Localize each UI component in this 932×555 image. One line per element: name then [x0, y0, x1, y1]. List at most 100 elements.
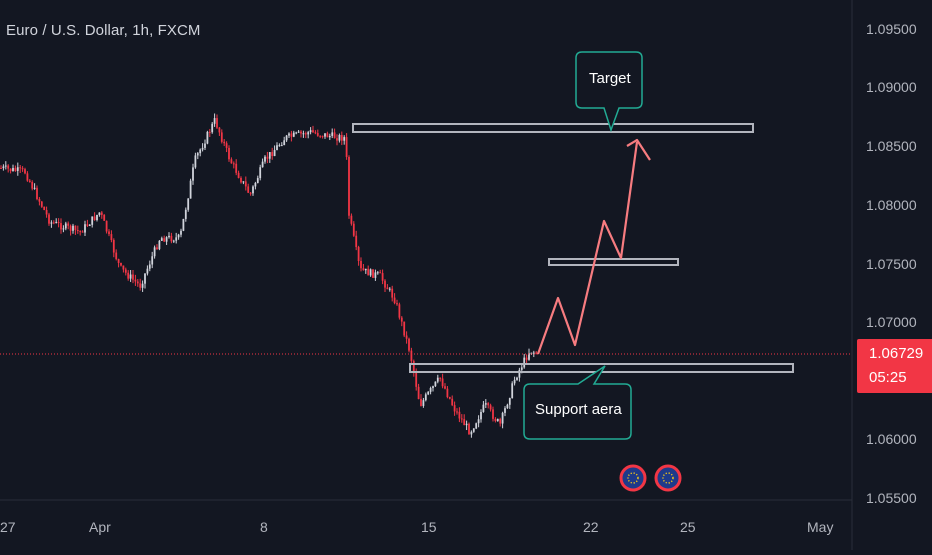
candle-body [57, 221, 60, 224]
candle-body [67, 223, 70, 226]
candle-body [427, 391, 430, 395]
candle-body [273, 150, 276, 157]
support-callout[interactable] [523, 365, 632, 440]
candle-body [254, 182, 257, 187]
candle-body [19, 167, 22, 169]
candle-body [468, 423, 470, 435]
time-tick: 22 [583, 519, 599, 535]
candle-body [43, 206, 46, 211]
eu-flag-icon[interactable] [654, 464, 682, 492]
candle-body [196, 153, 199, 156]
candle-body [168, 235, 170, 238]
candle-body [33, 187, 36, 189]
candle-body [348, 156, 350, 216]
candle-body [180, 230, 182, 235]
candle-body [223, 141, 226, 144]
candle-body [98, 212, 101, 215]
candle-body [192, 167, 194, 181]
candle-body [55, 221, 58, 223]
resistance-zone-box[interactable] [548, 258, 679, 266]
candle-body [64, 223, 67, 229]
price-axis[interactable]: 1.09500 1.09000 1.08500 1.08000 1.07500 … [866, 21, 917, 506]
candle-body [376, 272, 379, 274]
candle-body [460, 418, 463, 420]
candle-body [165, 237, 168, 242]
candle-body [79, 230, 82, 232]
candle-body [110, 234, 113, 240]
candle-body [410, 350, 413, 362]
candle-body [182, 218, 185, 231]
price-tick: 1.07000 [866, 314, 917, 330]
target-zone-box[interactable] [352, 123, 754, 133]
candle-body [302, 133, 305, 135]
forecast-path[interactable] [536, 141, 639, 355]
candle-body [448, 397, 451, 399]
candle-body [480, 411, 482, 420]
target-label: Target [589, 70, 631, 87]
candle-body [45, 210, 48, 215]
candle-body [268, 152, 271, 159]
candle-body [432, 386, 434, 389]
candle-body [184, 209, 187, 219]
candle-body [532, 352, 535, 354]
candle-body [170, 235, 173, 242]
candle-body [62, 228, 65, 230]
time-tick: 15 [421, 519, 437, 535]
candle-body [278, 145, 281, 147]
candle-body [151, 256, 154, 265]
eu-flag-icon[interactable] [619, 464, 647, 492]
candle-body [216, 118, 218, 128]
candlestick-series [0, 113, 538, 438]
forecast-arrowhead [626, 138, 651, 161]
time-axis[interactable]: 27 Apr 8 15 22 25 May [0, 519, 833, 535]
candle-body [153, 247, 156, 257]
candle-body [127, 272, 130, 279]
candle-body [324, 133, 326, 137]
candle-body [465, 423, 468, 426]
candle-body [76, 229, 79, 231]
candle-body [391, 288, 394, 298]
candle-body [108, 231, 110, 235]
candle-body [494, 418, 497, 421]
time-tick: May [807, 519, 833, 535]
candle-body [300, 131, 302, 134]
candle-body [235, 163, 238, 173]
candle-body [456, 411, 458, 413]
candle-body [535, 352, 538, 354]
candle-body [261, 161, 264, 168]
candle-body [340, 135, 343, 141]
candle-body [525, 357, 528, 360]
candle-body [350, 215, 353, 224]
candle-body [314, 132, 317, 134]
candle-body [105, 220, 108, 232]
candle-body [52, 222, 55, 224]
candle-body [276, 145, 278, 151]
candle-body [487, 403, 490, 406]
candle-body [177, 234, 180, 238]
candle-body [420, 399, 422, 406]
candle-body [362, 268, 365, 271]
candle-body [81, 231, 84, 233]
candle-body [336, 138, 338, 141]
candle-body [218, 127, 221, 133]
candle-body [398, 304, 401, 318]
candle-body [26, 173, 29, 181]
price-tick: 1.08500 [866, 138, 917, 154]
candle-body [379, 272, 382, 274]
candle-body [446, 388, 449, 398]
candle-body [408, 338, 410, 351]
target-callout[interactable] [575, 51, 643, 133]
candle-body [252, 186, 254, 194]
candle-body [504, 408, 506, 413]
candle-body [326, 133, 329, 138]
candle-body [69, 225, 72, 231]
candle-body [292, 132, 295, 137]
candle-body [321, 135, 324, 137]
candle-body [405, 335, 408, 339]
candle-body [501, 412, 504, 424]
current-price-value: 1.06729 [869, 345, 924, 362]
candle-body [477, 419, 480, 424]
candle-body [369, 269, 372, 276]
candle-body [463, 419, 466, 426]
